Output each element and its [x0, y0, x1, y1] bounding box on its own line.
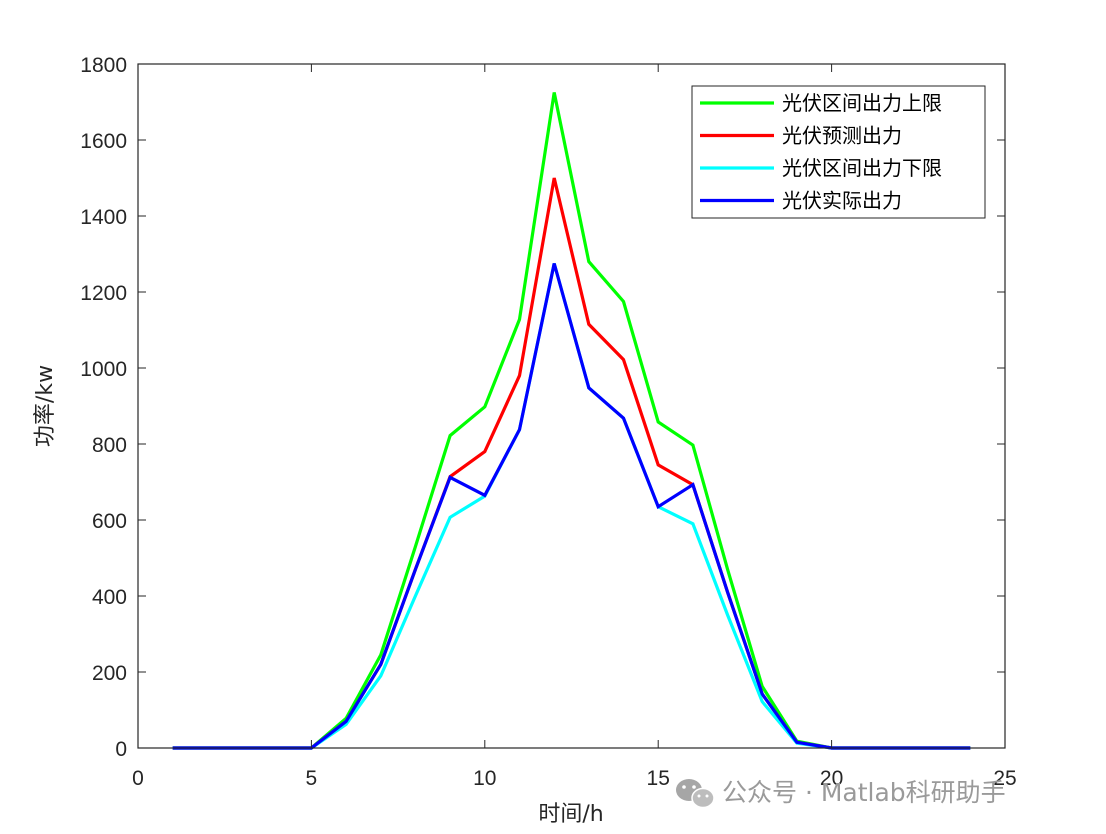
- legend-box: [691, 85, 986, 219]
- x-tick-label: 15: [647, 767, 670, 790]
- x-tick-label: 10: [473, 767, 496, 790]
- x-tick-label: 0: [132, 767, 144, 790]
- y-tick-label: 1000: [80, 358, 127, 381]
- legend-label: 光伏区间出力上限: [782, 91, 942, 115]
- legend-label: 光伏实际出力: [782, 189, 902, 213]
- wechat-icon: [676, 779, 715, 809]
- watermark-text: 公众号 · Matlab科研助手: [722, 778, 1006, 807]
- watermark: 公众号 · Matlab科研助手: [676, 778, 1006, 809]
- legend-label: 光伏预测出力: [782, 124, 902, 148]
- y-tick-label: 200: [92, 662, 127, 685]
- x-tick-label: 25: [993, 767, 1016, 790]
- plot-frame: [137, 63, 1006, 749]
- y-tick-label: 1600: [80, 130, 127, 153]
- legend-label: 光伏区间出力下限: [782, 156, 942, 180]
- x-tick-label: 5: [306, 767, 318, 790]
- y-tick-label: 1800: [80, 54, 127, 77]
- y-tick-label: 400: [92, 586, 127, 609]
- y-tick-label: 600: [92, 510, 127, 533]
- y-tick-label: 1400: [80, 206, 127, 229]
- y-tick-label: 800: [92, 434, 127, 457]
- y-tick-label: 1200: [80, 282, 127, 305]
- y-axis-label: 功率/kw: [33, 365, 58, 447]
- x-axis-label: 时间/h: [538, 802, 603, 827]
- tick-layer: 0 5 10 15 20 25 0 200 400 600 800 1000 1200 1400 1600 1…: [80, 54, 1016, 790]
- x-tick-label: 20: [820, 767, 843, 790]
- y-tick-label: 0: [115, 738, 127, 761]
